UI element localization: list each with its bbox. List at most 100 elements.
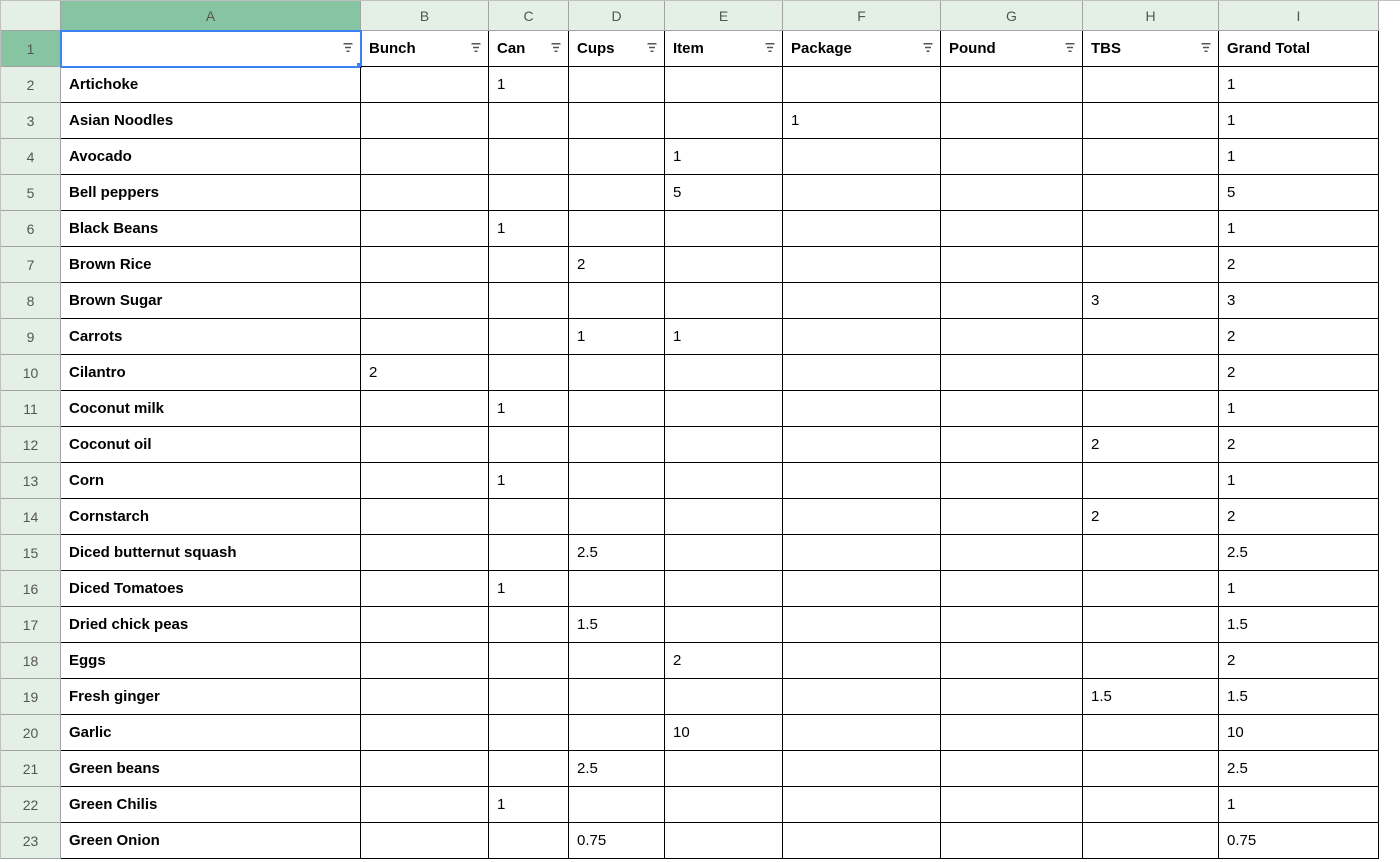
cell-B17[interactable]	[361, 607, 489, 643]
cell-H8[interactable]: 3	[1083, 283, 1219, 319]
cell-D15[interactable]: 2.5	[569, 535, 665, 571]
row-header-10[interactable]: 10	[1, 355, 61, 391]
cell-H6[interactable]	[1083, 211, 1219, 247]
cell-C16[interactable]: 1	[489, 571, 569, 607]
filter-icon[interactable]	[550, 40, 562, 57]
row-header-1[interactable]: 1	[1, 31, 61, 67]
cell-D19[interactable]	[569, 679, 665, 715]
cell-B13[interactable]	[361, 463, 489, 499]
cell-B20[interactable]	[361, 715, 489, 751]
cell-D16[interactable]	[569, 571, 665, 607]
cell-B23[interactable]	[361, 823, 489, 859]
cell-H21[interactable]	[1083, 751, 1219, 787]
cell-D17[interactable]: 1.5	[569, 607, 665, 643]
cell-F12[interactable]	[783, 427, 941, 463]
cell-F6[interactable]	[783, 211, 941, 247]
row-header-2[interactable]: 2	[1, 67, 61, 103]
cell-G10[interactable]	[941, 355, 1083, 391]
cell-B8[interactable]	[361, 283, 489, 319]
cell-B9[interactable]	[361, 319, 489, 355]
cell-D12[interactable]	[569, 427, 665, 463]
cell-E12[interactable]	[665, 427, 783, 463]
cell-E1[interactable]: Item	[665, 31, 783, 67]
cell-H15[interactable]	[1083, 535, 1219, 571]
cell-H5[interactable]	[1083, 175, 1219, 211]
cell-H2[interactable]	[1083, 67, 1219, 103]
cell-F19[interactable]	[783, 679, 941, 715]
cell-I22[interactable]: 1	[1219, 787, 1379, 823]
cell-A19[interactable]: Fresh ginger	[61, 679, 361, 715]
cell-F14[interactable]	[783, 499, 941, 535]
cell-G2[interactable]	[941, 67, 1083, 103]
cell-C17[interactable]	[489, 607, 569, 643]
cell-F4[interactable]	[783, 139, 941, 175]
cell-I13[interactable]: 1	[1219, 463, 1379, 499]
cell-A10[interactable]: Cilantro	[61, 355, 361, 391]
cell-C21[interactable]	[489, 751, 569, 787]
cell-I5[interactable]: 5	[1219, 175, 1379, 211]
cell-B1[interactable]: Bunch	[361, 31, 489, 67]
cell-A15[interactable]: Diced butternut squash	[61, 535, 361, 571]
filter-icon[interactable]	[646, 40, 658, 57]
cell-C15[interactable]	[489, 535, 569, 571]
cell-E3[interactable]	[665, 103, 783, 139]
cell-H4[interactable]	[1083, 139, 1219, 175]
cell-B2[interactable]	[361, 67, 489, 103]
cell-D18[interactable]	[569, 643, 665, 679]
col-header-F[interactable]: F	[783, 1, 941, 31]
cell-H16[interactable]	[1083, 571, 1219, 607]
row-header-19[interactable]: 19	[1, 679, 61, 715]
cell-G18[interactable]	[941, 643, 1083, 679]
cell-E11[interactable]	[665, 391, 783, 427]
row-header-18[interactable]: 18	[1, 643, 61, 679]
cell-H17[interactable]	[1083, 607, 1219, 643]
cell-A1[interactable]	[61, 31, 361, 67]
row-header-7[interactable]: 7	[1, 247, 61, 283]
cell-I14[interactable]: 2	[1219, 499, 1379, 535]
cell-B6[interactable]	[361, 211, 489, 247]
cell-I7[interactable]: 2	[1219, 247, 1379, 283]
cell-H12[interactable]: 2	[1083, 427, 1219, 463]
cell-A8[interactable]: Brown Sugar	[61, 283, 361, 319]
cell-B7[interactable]	[361, 247, 489, 283]
cell-I21[interactable]: 2.5	[1219, 751, 1379, 787]
cell-E13[interactable]	[665, 463, 783, 499]
cell-A2[interactable]: Artichoke	[61, 67, 361, 103]
cell-G16[interactable]	[941, 571, 1083, 607]
cell-C23[interactable]	[489, 823, 569, 859]
cell-I10[interactable]: 2	[1219, 355, 1379, 391]
cell-C1[interactable]: Can	[489, 31, 569, 67]
cell-D6[interactable]	[569, 211, 665, 247]
cell-H23[interactable]	[1083, 823, 1219, 859]
cell-C20[interactable]	[489, 715, 569, 751]
cell-E6[interactable]	[665, 211, 783, 247]
cell-H1[interactable]: TBS	[1083, 31, 1219, 67]
cell-E18[interactable]: 2	[665, 643, 783, 679]
cell-F16[interactable]	[783, 571, 941, 607]
cell-I9[interactable]: 2	[1219, 319, 1379, 355]
cell-G20[interactable]	[941, 715, 1083, 751]
cell-C2[interactable]: 1	[489, 67, 569, 103]
cell-A16[interactable]: Diced Tomatoes	[61, 571, 361, 607]
row-header-17[interactable]: 17	[1, 607, 61, 643]
cell-D3[interactable]	[569, 103, 665, 139]
row-header-6[interactable]: 6	[1, 211, 61, 247]
cell-H13[interactable]	[1083, 463, 1219, 499]
cell-G5[interactable]	[941, 175, 1083, 211]
cell-A11[interactable]: Coconut milk	[61, 391, 361, 427]
cell-G9[interactable]	[941, 319, 1083, 355]
cell-E21[interactable]	[665, 751, 783, 787]
cell-I18[interactable]: 2	[1219, 643, 1379, 679]
cell-D23[interactable]: 0.75	[569, 823, 665, 859]
cell-G23[interactable]	[941, 823, 1083, 859]
cell-E19[interactable]	[665, 679, 783, 715]
row-header-3[interactable]: 3	[1, 103, 61, 139]
row-header-14[interactable]: 14	[1, 499, 61, 535]
cell-I2[interactable]: 1	[1219, 67, 1379, 103]
cell-G13[interactable]	[941, 463, 1083, 499]
cell-H7[interactable]	[1083, 247, 1219, 283]
cell-G17[interactable]	[941, 607, 1083, 643]
row-header-23[interactable]: 23	[1, 823, 61, 859]
cell-F21[interactable]	[783, 751, 941, 787]
cell-E5[interactable]: 5	[665, 175, 783, 211]
